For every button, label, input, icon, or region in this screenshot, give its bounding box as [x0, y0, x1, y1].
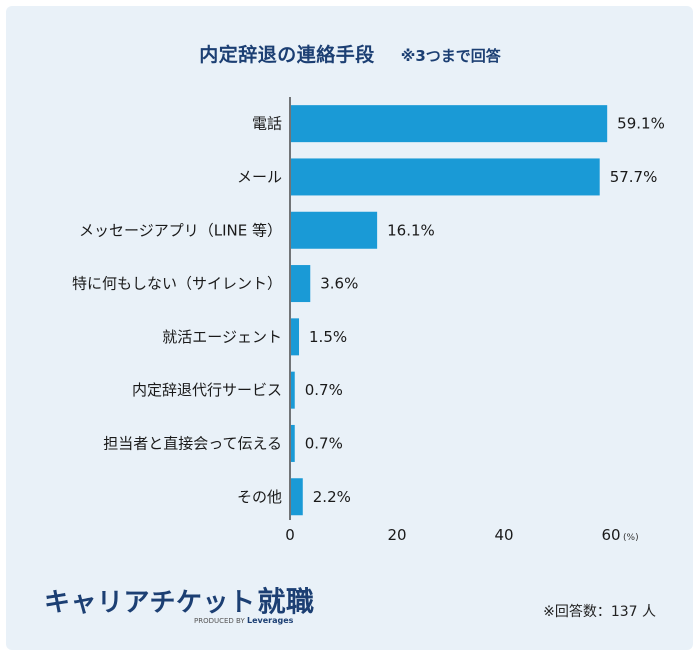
value-label: 57.7% — [610, 168, 658, 186]
bar — [291, 371, 295, 409]
bar — [291, 105, 608, 143]
category-label: 電話 — [252, 115, 282, 133]
value-label: 16.1% — [387, 221, 435, 239]
respondent-count: ※回答数：137 人 — [543, 604, 656, 620]
bar — [291, 158, 600, 196]
chart-title: 内定辞退の連絡手段 — [199, 44, 375, 66]
answer-limit-note: ※3つまで回答 — [400, 47, 501, 65]
logo-sub-brand: Leverages — [246, 616, 294, 625]
value-label: 0.7% — [305, 381, 343, 399]
category-label: 特に何もしない（サイレント） — [72, 275, 282, 293]
category-label: その他 — [237, 488, 282, 506]
value-label: 3.6% — [320, 275, 358, 293]
value-label: 59.1% — [617, 115, 665, 133]
category-label: メール — [237, 168, 282, 186]
logo-main-text: キャリアチケット — [44, 588, 256, 618]
bar — [291, 211, 378, 249]
x-tick-label: 60 — [601, 526, 620, 544]
brand-logo: キャリアチケット就職 PRODUCED BY Leverages — [44, 580, 315, 625]
logo-accent-text: 就職 — [257, 585, 315, 618]
category-label: 就活エージェント — [162, 328, 282, 346]
x-tick-label: 40 — [494, 526, 513, 544]
category-label: 担当者と直接会って伝える — [103, 434, 282, 452]
category-label: メッセージアプリ（LINE 等） — [79, 221, 282, 239]
x-tick-label: 20 — [387, 526, 406, 544]
x-tick-label: 0 — [285, 526, 295, 544]
x-unit-label: (%) — [623, 533, 639, 543]
chart-header: 内定辞退の連絡手段 ※3つまで回答 — [0, 40, 700, 67]
bar — [291, 318, 300, 356]
value-label: 0.7% — [305, 434, 343, 452]
value-label: 1.5% — [309, 328, 347, 346]
logo-sub-prefix: PRODUCED BY — [194, 617, 245, 625]
value-label: 2.2% — [313, 488, 351, 506]
bar — [291, 424, 295, 462]
bar — [291, 478, 303, 516]
bar — [291, 265, 311, 303]
category-label: 内定辞退代行サービス — [132, 381, 282, 399]
